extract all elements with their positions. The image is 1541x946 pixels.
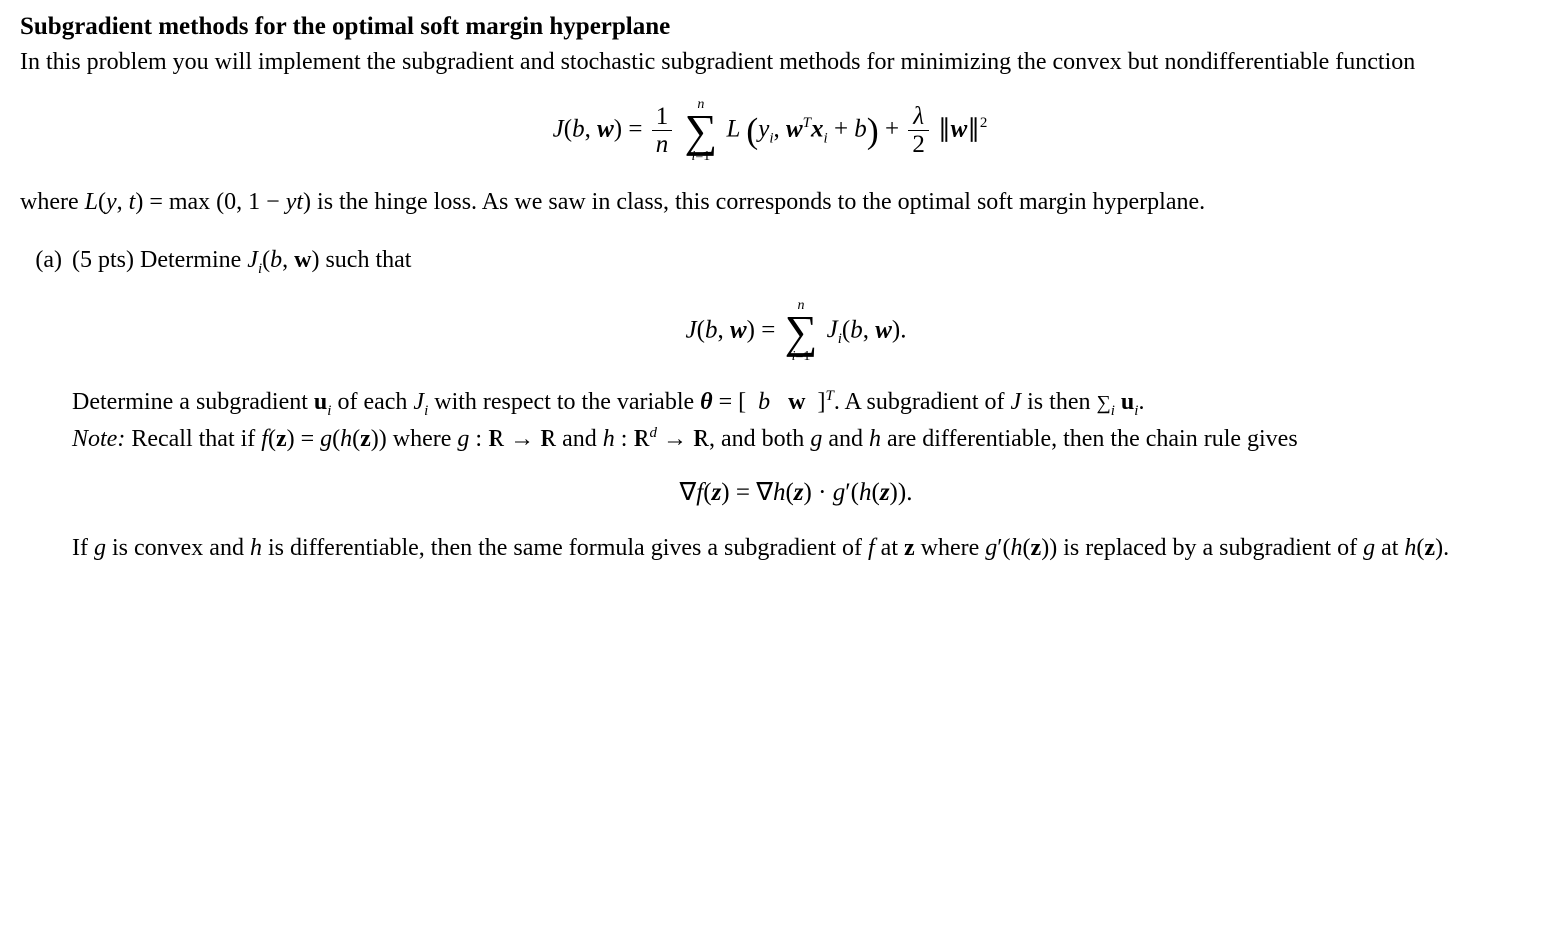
text-fragment: . bbox=[1443, 535, 1449, 561]
text-fragment: where bbox=[387, 426, 458, 452]
text-fragment: and bbox=[556, 426, 603, 452]
objective-formula: J(b, w) = 1n n∑i=1 L (yi, wTxi + b) + λ2… bbox=[20, 98, 1520, 163]
text-fragment: . bbox=[1138, 389, 1144, 415]
text-fragment: are differentiable, then the chain rule … bbox=[881, 426, 1298, 452]
text-fragment: with respect to the variable bbox=[428, 389, 700, 415]
text-fragment: . A subgradient of bbox=[834, 389, 1011, 415]
text-fragment: where bbox=[20, 189, 85, 215]
text-fragment: such that bbox=[319, 247, 411, 273]
decomposition-formula: J(b, w) = n∑i=1 Ji(b, w). bbox=[72, 299, 1520, 364]
item-label: (a) bbox=[20, 244, 72, 276]
item-body: (5 pts) Determine Ji(b, w) such that J(b… bbox=[72, 244, 1520, 566]
final-paragraph: If g is convex and h is differentiable, … bbox=[72, 532, 1520, 564]
text-fragment: is replaced by a subgradient of bbox=[1057, 535, 1363, 561]
text-fragment: where bbox=[915, 535, 986, 561]
text-fragment: at bbox=[1375, 535, 1404, 561]
note-label: Note: bbox=[72, 426, 125, 452]
subgradient-paragraph: Determine a subgradient ui of each Ji wi… bbox=[72, 386, 1520, 421]
text-fragment: is convex and bbox=[106, 535, 250, 561]
text-fragment: at bbox=[875, 535, 904, 561]
text-fragment: Recall that if bbox=[125, 426, 261, 452]
text-fragment: If bbox=[72, 535, 94, 561]
chain-rule-formula: ∇f(z) = ∇h(z) · g′(h(z)). bbox=[72, 476, 1520, 510]
text-fragment: is the hinge loss. As we saw in class, t… bbox=[311, 189, 1205, 215]
text-fragment: Determine a subgradient bbox=[72, 389, 314, 415]
text-fragment: is then bbox=[1021, 389, 1096, 415]
text-fragment: and bbox=[822, 426, 869, 452]
text-fragment: , and both bbox=[709, 426, 810, 452]
item-a: (a) (5 pts) Determine Ji(b, w) such that… bbox=[20, 244, 1520, 566]
note-paragraph: Note: Recall that if f(z) = g(h(z)) wher… bbox=[72, 423, 1520, 455]
text-fragment: is differentiable, then the same formula… bbox=[262, 535, 868, 561]
hinge-loss-paragraph: where L(y, t) = max (0, 1 − yt) is the h… bbox=[20, 186, 1520, 218]
text-fragment: (5 pts) Determine bbox=[72, 247, 247, 273]
problem-title: Subgradient methods for the optimal soft… bbox=[20, 10, 1520, 44]
intro-paragraph: In this problem you will implement the s… bbox=[20, 46, 1520, 78]
text-fragment: of each bbox=[331, 389, 413, 415]
